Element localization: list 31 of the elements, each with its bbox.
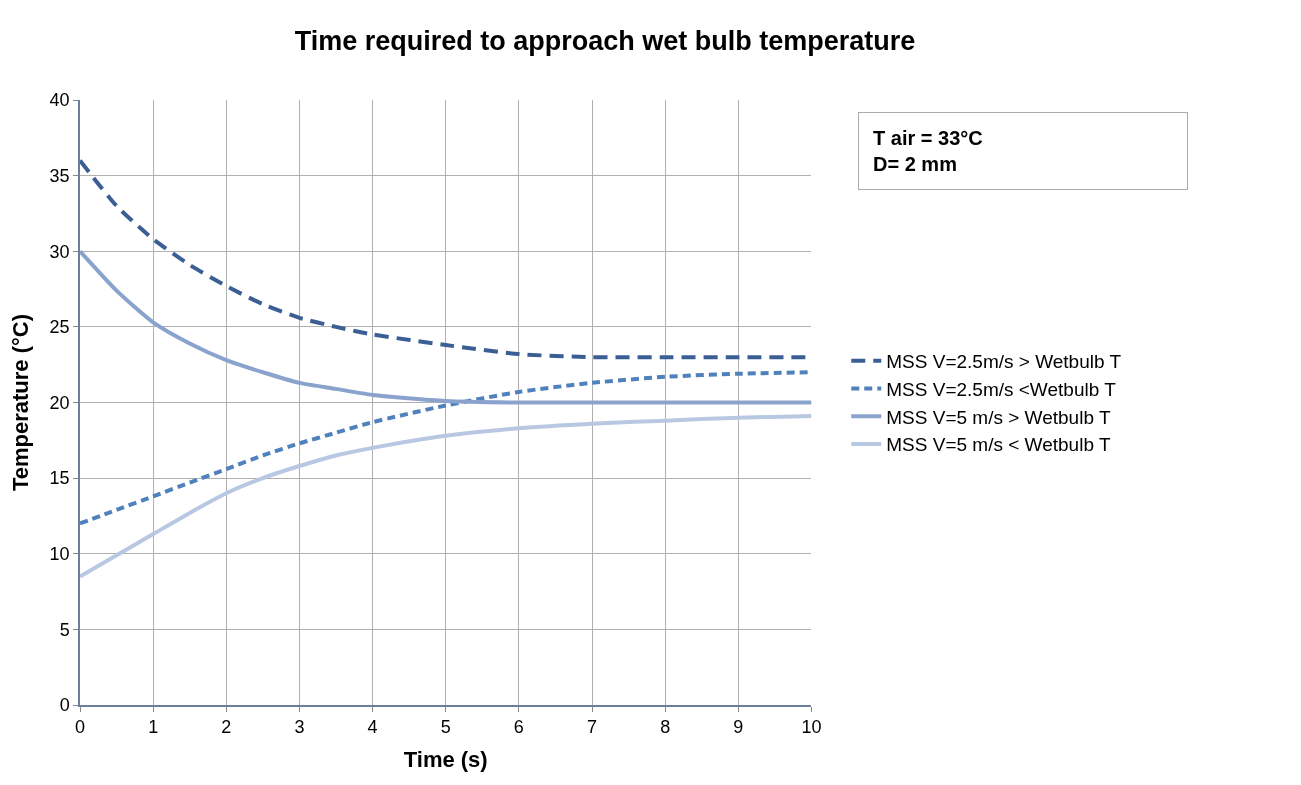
legend-label: MSS V=2.5m/s > Wetbulb T (886, 351, 1122, 373)
x-tick-label: 5 (440, 717, 451, 738)
y-tick-label: 35 (49, 165, 70, 186)
x-tick-label: 4 (367, 717, 378, 738)
x-tick-label: 8 (660, 717, 671, 738)
y-tick-label: 20 (49, 392, 70, 413)
y-tick-label: 10 (49, 544, 70, 565)
x-tick-label: 6 (513, 717, 524, 738)
line-series (80, 414, 812, 579)
y-tick-label: 30 (49, 241, 70, 262)
x-tick-label: 3 (294, 717, 305, 738)
legend-label: MSS V=2.5m/s <Wetbulb T (886, 378, 1117, 400)
line-series (80, 249, 812, 405)
x-tick-label: 7 (586, 717, 598, 738)
x-tick-label: 9 (733, 717, 744, 738)
text: D= 2 mm (873, 153, 957, 175)
y-tick-label: 40 (49, 90, 70, 111)
legend-label: MSS V=5 m/s > Wetbulb T (886, 406, 1111, 428)
chart-title: Time required to approach wet bulb temperature (294, 26, 916, 57)
legend-label: MSS V=5 m/s < Wetbulb T (886, 434, 1111, 456)
x-tick-label: 0 (74, 717, 86, 738)
y-axis-title: Temperature (°C) (7, 313, 33, 492)
x-axis-title: Time (s) (403, 746, 488, 772)
x-tick-label: 10 (801, 717, 822, 738)
y-tick-label: 0 (59, 695, 70, 716)
y-tick-label: 5 (59, 619, 70, 640)
x-tick-label: 2 (221, 717, 232, 738)
y-tick-label: 25 (49, 317, 70, 338)
x-tick-label: 1 (148, 717, 159, 738)
y-tick-label: 15 (49, 468, 70, 489)
text: T air = 33°C (873, 127, 983, 149)
